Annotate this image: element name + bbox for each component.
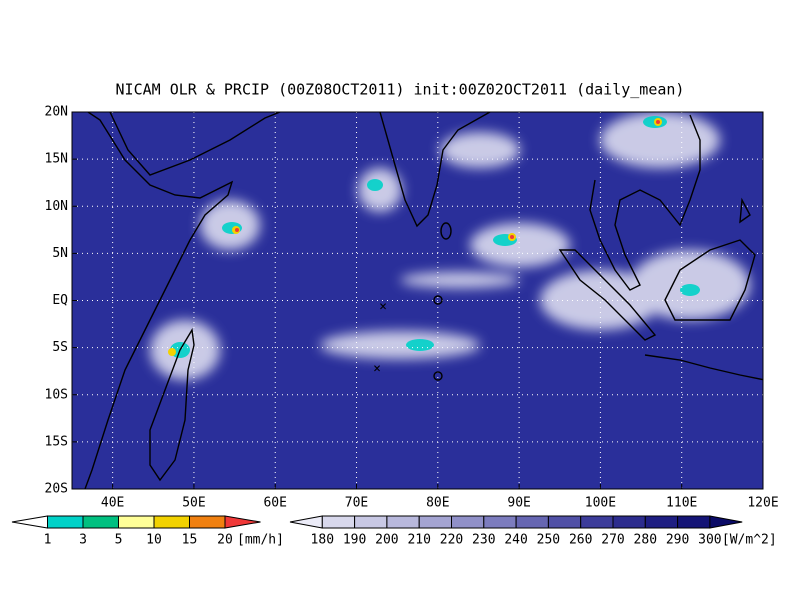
colorbar-label: 270 — [601, 533, 624, 548]
colorbar-label: 3 — [79, 533, 87, 548]
y-tick-label: EQ — [52, 293, 68, 308]
y-tick-label: 20S — [45, 482, 68, 497]
x-tick-label: 110E — [666, 496, 697, 511]
colorbar-box — [515, 515, 549, 529]
colorbar-box — [483, 515, 517, 529]
svg-text:×: × — [379, 300, 387, 315]
colorbar-box — [451, 515, 485, 529]
colorbar-label: 290 — [666, 533, 689, 548]
x-tick-label: 70E — [345, 496, 368, 511]
colorbar-box — [321, 515, 356, 529]
colorbar-box — [82, 515, 119, 529]
x-tick-label: 50E — [182, 496, 205, 511]
y-tick-label: 5N — [52, 246, 68, 261]
x-tick-label: 60E — [263, 496, 286, 511]
colorbar-box — [418, 515, 453, 529]
colorbar-box — [118, 515, 155, 529]
x-tick-label: 120E — [747, 496, 778, 511]
colorbar-label: 180 — [311, 533, 334, 548]
y-tick-label: 10N — [45, 199, 68, 214]
y-tick-label: 20N — [45, 105, 68, 120]
x-tick-label: 100E — [585, 496, 616, 511]
colorbar-box — [644, 515, 679, 529]
colorbar-label: 20 — [217, 533, 233, 548]
colorbar-box — [189, 515, 226, 529]
map-title: NICAM OLR & PRCIP (00Z08OCT2011) init:00… — [116, 81, 685, 99]
colorbar-label: 1 — [44, 533, 52, 548]
colorbar-label: 10 — [146, 533, 162, 548]
colorbar-box — [677, 515, 711, 529]
colorbar-label: 250 — [537, 533, 560, 548]
colorbar-under — [11, 515, 48, 529]
colorbar-box — [612, 515, 646, 529]
colorbar-box — [47, 515, 84, 529]
colorbar-box — [547, 515, 582, 529]
colorbar-unit: [W/m^2] — [722, 533, 777, 548]
x-tick-label: 90E — [507, 496, 530, 511]
x-tick-label: 40E — [101, 496, 124, 511]
svg-text:×: × — [373, 362, 381, 377]
coastlines: ×× — [84, 112, 763, 489]
colorbar-unit: [mm/h] — [237, 533, 284, 548]
y-tick-label: 15N — [45, 152, 68, 167]
colorbar-label: 260 — [569, 533, 592, 548]
colorbar-label: 190 — [343, 533, 366, 548]
colorbar-label: 200 — [375, 533, 398, 548]
colorbar-box — [153, 515, 190, 529]
colorbar-under — [289, 515, 323, 529]
colorbar-label: 220 — [440, 533, 463, 548]
y-tick-label: 5S — [52, 340, 68, 355]
y-tick-label: 10S — [45, 387, 68, 402]
clouds — [150, 112, 750, 380]
colorbar-box — [386, 515, 420, 529]
colorbar-box — [580, 515, 614, 529]
colorbar-over — [709, 515, 743, 529]
colorbar-label: 300 — [698, 533, 721, 548]
colorbar-label: 240 — [504, 533, 527, 548]
colorbar-label: 280 — [634, 533, 657, 548]
colorbar-label: 210 — [407, 533, 430, 548]
colorbar-label: 230 — [472, 533, 495, 548]
colorbar-over — [224, 515, 261, 529]
y-tick-label: 15S — [45, 434, 68, 449]
x-tick-label: 80E — [426, 496, 449, 511]
colorbar-box — [354, 515, 388, 529]
colorbar-label: 15 — [182, 533, 198, 548]
colorbar-label: 5 — [115, 533, 123, 548]
